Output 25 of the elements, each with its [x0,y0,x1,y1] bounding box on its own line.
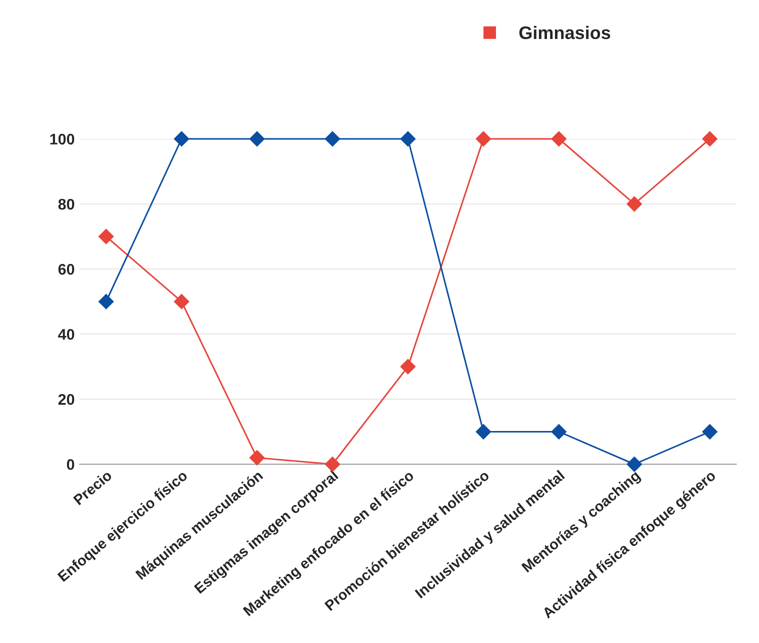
y-tick-label: 60 [58,264,74,275]
point [551,131,566,146]
legend-label: Gimnasios [519,26,610,40]
point [174,131,190,146]
point [98,294,114,310]
y-tick-label: 0 [66,459,74,470]
point [324,456,340,472]
point [98,228,114,244]
point [249,450,265,466]
point [174,294,190,310]
y-tick-label: 80 [58,198,74,210]
point [400,131,416,146]
y-tick-label: 100 [50,134,74,145]
point [324,131,340,146]
point [551,424,566,440]
point [476,424,491,440]
point [702,424,718,440]
point [476,131,491,146]
point [626,196,642,212]
y-tick-label: 20 [58,394,74,405]
point [400,359,416,374]
point [249,131,265,146]
point [702,131,718,146]
y-tick-label: 40 [58,328,74,340]
point [626,456,642,472]
